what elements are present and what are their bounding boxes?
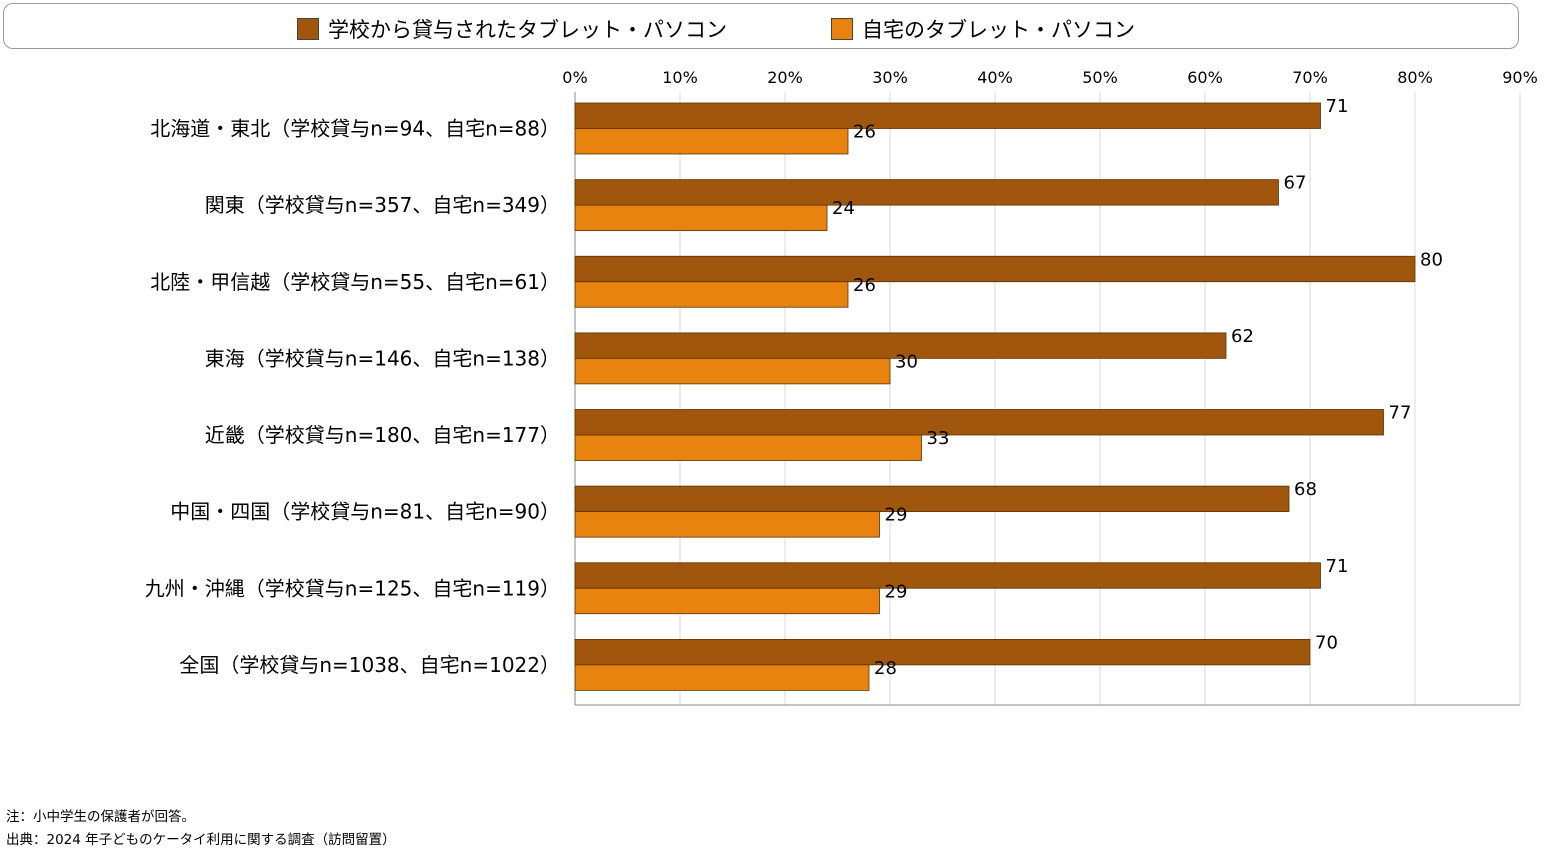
legend-swatch-home [831,18,853,40]
notes: 注：小中学生の保護者が回答。 出典：2024 年子どものケータイ利用に関する調査… [6,806,396,852]
bar-home [574,204,828,232]
legend-item-school: 学校から貸与されたタブレット・パソコン [297,14,727,44]
category-label: 北海道・東北（学校貸与n=94、自宅n=88） [150,117,560,141]
category-label: 東海（学校貸与n=146、自宅n=138） [205,346,560,370]
data-label: 28 [874,658,897,679]
data-label: 33 [927,428,950,449]
x-tick-label: 0% [562,68,587,87]
legend-item-home: 自宅のタブレット・パソコン [831,14,1135,44]
bar-school [574,255,1416,283]
bar-home [574,511,880,538]
data-label: 30 [895,351,918,372]
category-label: 九州・沖縄（学校貸与n=125、自宅n=119） [145,576,560,600]
x-tick-label: 50% [1082,68,1118,87]
bar-school [574,179,1279,206]
legend: 学校から貸与されたタブレット・パソコン 自宅のタブレット・パソコン [3,3,1519,49]
data-label: 24 [832,198,855,219]
x-tick-label: 10% [662,68,698,87]
data-label: 29 [885,505,908,526]
data-label: 68 [1294,479,1317,500]
bar-home [574,128,849,155]
data-label: 62 [1231,326,1254,347]
bar-school [574,409,1384,436]
data-label: 26 [853,275,876,296]
bar-school [574,332,1227,359]
category-label: 全国（学校貸与n=1038、自宅n=1022） [179,653,560,677]
bar-home [574,281,849,308]
source-text: 出典：2024 年子どものケータイ利用に関する調査（訪問留置） [6,832,396,848]
category-label: 関東（学校貸与n=357、自宅n=349） [205,193,560,217]
bar-school [574,102,1321,129]
x-tick-label: 40% [977,68,1013,87]
legend-swatch-school [297,18,319,40]
bar-home [574,434,922,461]
bar-home [574,587,880,615]
data-label: 77 [1389,403,1412,424]
data-label: 80 [1420,249,1443,270]
data-label: 67 [1284,173,1307,194]
category-label: 近畿（学校貸与n=180、自宅n=177） [205,423,560,447]
bar-home [574,357,891,385]
bar-school [574,638,1311,666]
data-label: 70 [1315,632,1338,653]
bar-chart: 0% 10% 20% 30% 40% 50% 60% 70% 80% 90% 北海道・東北（学校貸与… [145,68,1538,706]
category-label: 北陸・甲信越（学校貸与n=55、自宅n=61） [150,270,560,294]
bar-school [574,562,1321,589]
bar-school [574,485,1290,513]
bar-home [574,664,870,691]
data-label: 26 [853,122,876,143]
data-label: 71 [1326,96,1349,117]
x-tick-label: 30% [872,68,908,87]
x-tick-label: 90% [1502,68,1538,87]
data-label: 71 [1326,556,1349,577]
x-tick-label: 80% [1397,68,1433,87]
category-label: 中国・四国（学校貸与n=81、自宅n=90） [170,500,560,524]
data-label: 29 [885,581,908,602]
x-tick-label: 60% [1187,68,1223,87]
x-tick-label: 20% [767,68,803,87]
legend-label-school: 学校から貸与されたタブレット・パソコン [328,18,727,42]
legend-label-home: 自宅のタブレット・パソコン [862,18,1135,42]
x-tick-label: 70% [1292,68,1328,87]
note-text: 注：小中学生の保護者が回答。 [6,809,195,825]
